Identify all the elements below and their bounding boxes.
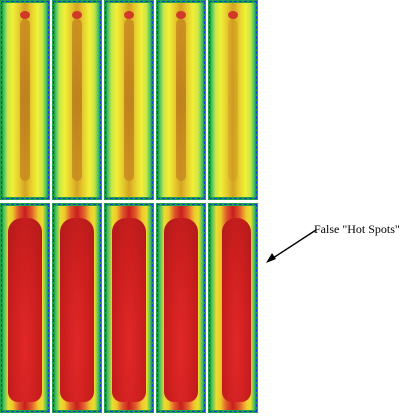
cap-hotspot	[124, 11, 134, 19]
thermal-panel	[156, 0, 206, 200]
arrow-icon	[266, 229, 317, 263]
thermal-panel	[0, 0, 50, 200]
thermal-panel-hot	[0, 203, 50, 413]
cap-hotspot	[20, 11, 30, 19]
thermal-panel-hot	[52, 203, 102, 413]
top-row-thermal-panels	[0, 0, 270, 200]
cap-hotspot	[228, 11, 238, 19]
thermal-panel	[104, 0, 154, 200]
false-hot-spots-label: False "Hot Spots"	[314, 222, 400, 236]
thermal-panel	[52, 0, 102, 200]
thermal-panel-hot	[156, 203, 206, 413]
cap-hotspot	[176, 11, 186, 19]
cap-hotspot	[72, 11, 82, 19]
thermal-panel	[208, 0, 258, 200]
thermal-panel-hot	[208, 203, 258, 413]
thermal-panel-hot	[104, 203, 154, 413]
bottom-row-thermal-panels	[0, 203, 270, 413]
